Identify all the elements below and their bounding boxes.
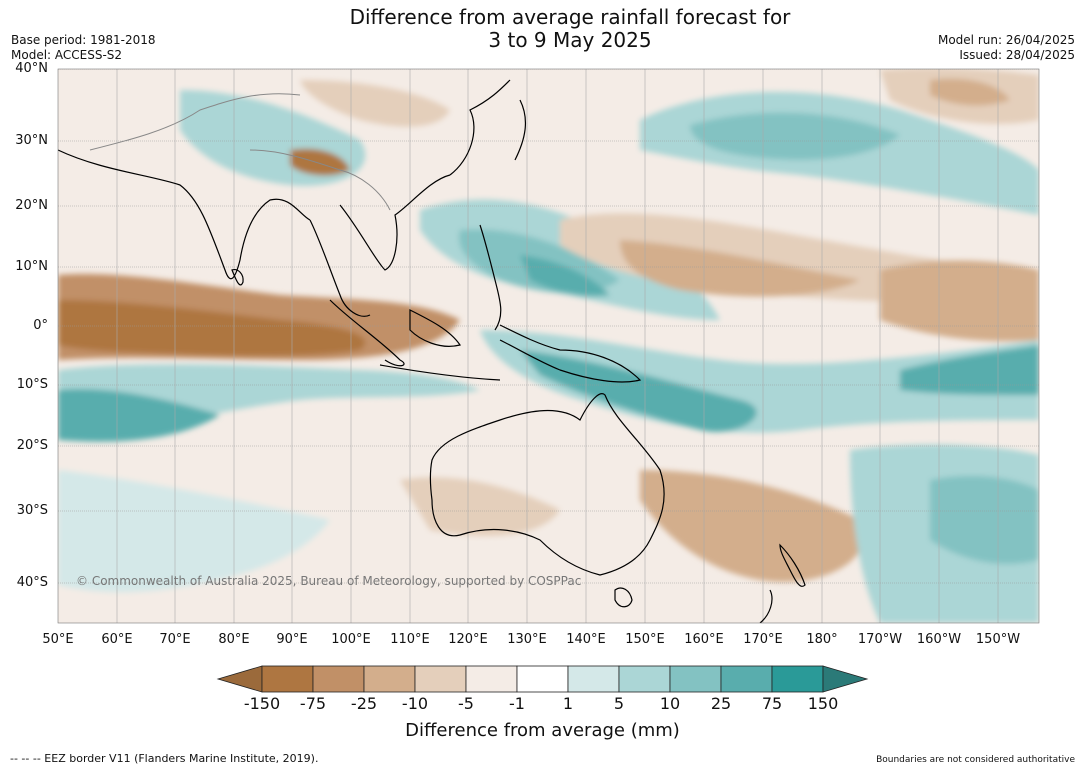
colorbar-label: 5: [613, 694, 625, 713]
lon-label-170w: 170°W: [857, 632, 903, 647]
colorbar-bin: [567, 665, 620, 693]
lon-label-120e: 120°E: [448, 632, 488, 647]
model-name: Model: ACCESS-S2: [11, 48, 123, 62]
lat-label-20s: 20°S: [16, 438, 48, 453]
colorbar-label: 75: [761, 694, 783, 713]
colorbar-label: 10: [659, 694, 681, 713]
lat-label-0: 0°: [33, 318, 48, 333]
eez-border-note: -- -- -- EEZ border V11 (Flanders Marine…: [10, 752, 319, 765]
lon-label-130e: 130°E: [507, 632, 547, 647]
lon-label-160e: 160°E: [684, 632, 724, 647]
base-period: Base period: 1981-2018: [11, 33, 156, 47]
colorbar-label: 25: [710, 694, 732, 713]
colorbar: [216, 665, 869, 693]
colorbar-label: -5: [458, 694, 474, 713]
colorbar-bin: [465, 665, 518, 693]
lon-label-80e: 80°E: [218, 632, 250, 647]
lon-label-70e: 70°E: [159, 632, 191, 647]
graticule-lines: [58, 69, 1039, 584]
lat-label-40s: 40°S: [16, 575, 48, 590]
lat-label-30s: 30°S: [16, 503, 48, 518]
lat-label-40n: 40°N: [15, 61, 48, 76]
colorbar-bin: [618, 665, 671, 693]
map-title-line1: Difference from average rainfall forecas…: [349, 5, 791, 29]
lon-label-150e: 150°E: [625, 632, 665, 647]
lat-label-10s: 10°S: [16, 377, 48, 392]
colorbar-bin: [363, 665, 416, 693]
boundaries-disclaimer: Boundaries are not considered authoritat…: [876, 755, 1075, 765]
lon-label-140e: 140°E: [566, 632, 606, 647]
colorbar-label: 1: [562, 694, 574, 713]
issued-date: Issued: 28/04/2025: [959, 48, 1075, 62]
lat-label-10n: 10°N: [15, 259, 48, 274]
lon-label-170e: 170°E: [743, 632, 783, 647]
lat-label-20n: 20°N: [15, 198, 48, 213]
colorbar-bin: [720, 665, 773, 693]
colorbar-extend-high: [822, 665, 869, 693]
model-run: Model run: 26/04/2025: [937, 33, 1075, 47]
colorbar-label: -10: [401, 694, 429, 713]
colorbar-label: 150: [807, 694, 839, 713]
colorbar-label: -1: [509, 694, 525, 713]
colorbar-bin: [771, 665, 824, 693]
colorbar-bin: [312, 665, 365, 693]
lon-label-100e: 100°E: [331, 632, 371, 647]
colorbar-title: Difference from average (mm): [405, 720, 680, 741]
colorbar-bin: [261, 665, 314, 693]
lon-label-90e: 90°E: [276, 632, 308, 647]
lon-label-60e: 60°E: [101, 632, 133, 647]
lon-label-50e: 50°E: [42, 632, 74, 647]
copyright-watermark: © Commonwealth of Australia 2025, Bureau…: [76, 574, 582, 588]
colorbar-bin: [414, 665, 467, 693]
coastlines: [58, 79, 806, 623]
colorbar-bin: [516, 665, 569, 693]
lon-label-180: 180°: [806, 632, 838, 647]
lon-label-150w: 150°W: [975, 632, 1021, 647]
map-title-line2: 3 to 9 May 2025: [488, 28, 652, 52]
colorbar-label: -75: [299, 694, 327, 713]
lon-label-110e: 110°E: [390, 632, 430, 647]
colorbar-label: -25: [350, 694, 378, 713]
lat-label-30n: 30°N: [15, 133, 48, 148]
lon-label-160w: 160°W: [916, 632, 962, 647]
colorbar-label: -150: [243, 694, 281, 713]
rainfall-anomaly-field: [58, 69, 1039, 623]
colorbar-bin: [669, 665, 722, 693]
colorbar-extend-low: [216, 665, 263, 693]
